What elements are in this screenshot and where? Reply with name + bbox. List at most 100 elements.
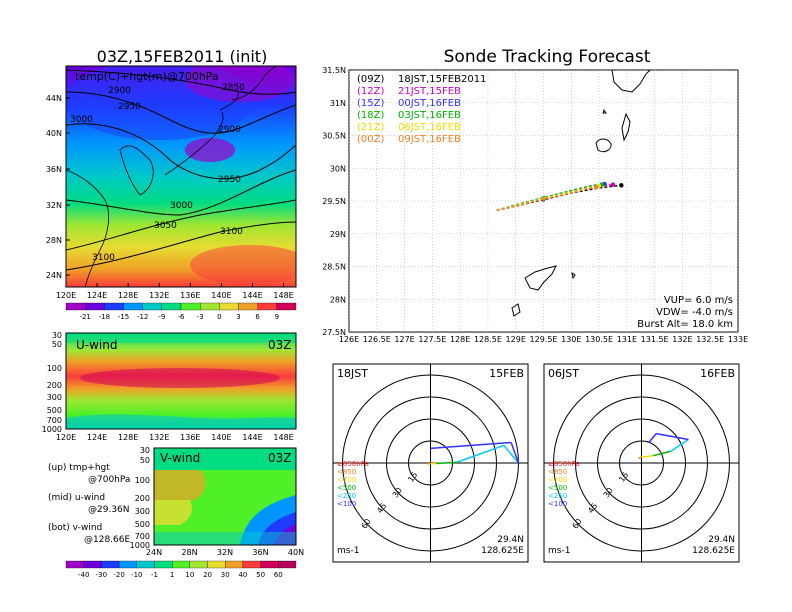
hodograph-time: 06JST	[548, 367, 579, 380]
landing-point	[610, 182, 616, 187]
legend-code: (15Z)	[357, 98, 384, 109]
island-outline	[621, 112, 631, 142]
colorbar-swatch	[104, 302, 124, 311]
v-wind-band	[154, 448, 296, 470]
hodograph-unit: ms-1	[548, 546, 570, 556]
pressure-tick-label: 50	[140, 456, 150, 465]
note-line: (bot) v-wind	[48, 523, 102, 533]
lon-tick-label: 136E	[180, 291, 200, 300]
lon-tick-label: 144E	[242, 433, 262, 442]
lon-tick-label: 130.5E	[585, 335, 613, 344]
wind-segment	[648, 433, 657, 443]
colorbar-swatch	[118, 560, 137, 569]
colorbar-label: -30	[96, 571, 107, 579]
lat-tick-label: 32N	[46, 201, 62, 210]
lon-tick-label: 136E	[180, 433, 200, 442]
lat-tick-label: 40N	[46, 129, 62, 138]
pressure-tick-label: 700	[47, 416, 62, 425]
lon-tick-label: 148E	[273, 433, 293, 442]
coastline	[66, 169, 110, 287]
colorbar-swatch	[65, 302, 86, 311]
lat-tick-label: 29N	[330, 230, 346, 239]
map-lat-axis: 44N 40N 36N 32N 28N 24N	[46, 94, 70, 280]
pressure-tick-label: 200	[47, 381, 62, 390]
surface-wind-area	[66, 414, 296, 429]
v-wind-band	[154, 500, 192, 525]
colorbar-swatch	[260, 560, 279, 569]
lon-tick-label: 131.5E	[641, 335, 669, 344]
u-wind-time: 03Z	[268, 338, 292, 352]
colorbar-label: -18	[99, 313, 110, 321]
wind-segment	[436, 461, 457, 465]
v-wind-label: V-wind	[160, 451, 200, 465]
contour-label: 3000	[170, 201, 193, 211]
lon-tick-label: 130E	[561, 335, 581, 344]
contour-line	[66, 69, 296, 95]
lon-tick-label: 144E	[242, 291, 262, 300]
pressure-tick-label: 1000	[42, 425, 62, 434]
colorbar-label: -21	[79, 313, 90, 321]
colorbar-label: -10	[131, 571, 142, 579]
lon-tick-label: 140E	[211, 433, 231, 442]
cold-core-blob	[185, 66, 295, 102]
lon-tick-label: 128E	[118, 433, 138, 442]
pressure-tick-label: 50	[52, 340, 62, 349]
colorbar-label: -12	[137, 313, 148, 321]
lat-tick-label: 30N	[330, 164, 346, 173]
colorbar-label: 50	[256, 571, 265, 579]
contour-line	[66, 221, 296, 271]
lat-tick-label: 32N	[217, 548, 233, 557]
lat-tick-label: 31.5N	[322, 66, 346, 75]
level-legend: <100	[337, 500, 356, 508]
contour-label: 3000	[70, 115, 93, 125]
wind-segment	[430, 441, 512, 450]
jet-core	[80, 368, 280, 388]
colorbar-label: 30	[221, 571, 230, 579]
level-legend: <700	[337, 476, 356, 484]
lat-tick-label: 24N	[46, 271, 62, 280]
lat-tick-label: 28N	[330, 295, 346, 304]
wind-segment	[456, 444, 505, 463]
contour-label: 3100	[92, 253, 115, 263]
level-legend: <500	[337, 484, 356, 492]
lon-tick-label: 124E	[87, 433, 107, 442]
v-wind-lat-axis: 24N 28N 32N 36N 40N	[146, 548, 304, 557]
colorbar-swatch	[161, 302, 182, 311]
u-wind-frame	[65, 332, 297, 430]
lat-tick-label: 28N	[46, 236, 62, 245]
v-wind-frame	[153, 447, 297, 546]
hodograph-unit: ms-1	[337, 546, 359, 556]
pressure-tick-label: 500	[47, 406, 62, 415]
colorbar-swatch	[242, 560, 261, 569]
wind-segment	[510, 442, 520, 464]
u-wind-lon-axis: 120E 124E 128E 132E 136E 140E 144E 148E	[56, 433, 294, 442]
island-outline	[602, 108, 607, 114]
legend-time: 21JST,15FEB	[398, 86, 461, 97]
level-legend: ≥850hPa	[548, 460, 580, 468]
contour-line	[66, 169, 296, 216]
island-outline	[595, 138, 612, 153]
wind-segment	[656, 432, 689, 441]
colorbar-label: -9	[158, 313, 165, 321]
lon-tick-label: 128E	[450, 335, 470, 344]
hodograph-time: 18JST	[337, 367, 368, 380]
contour-label: 2950	[218, 175, 241, 185]
lon-tick-label: 126E	[339, 335, 359, 344]
wind-segment	[503, 444, 520, 464]
lat-tick-label: 36N	[252, 548, 268, 557]
burst-altitude: Burst Alt= 18.0 km	[637, 319, 733, 330]
pressure-tick-label: 1000	[130, 541, 150, 550]
level-legend: <850	[548, 468, 567, 476]
contour-line	[66, 91, 296, 134]
level-legend: <250	[548, 492, 567, 500]
lat-tick-label: 28.5N	[322, 263, 346, 272]
track-line-5	[496, 186, 597, 211]
level-legend: <700	[548, 476, 567, 484]
lat-tick-label: 40N	[288, 548, 304, 557]
note-line: (up) tmp+hgt	[48, 463, 110, 473]
contour-label: 2900	[108, 86, 131, 96]
lon-tick-label: 129.5E	[530, 335, 558, 344]
